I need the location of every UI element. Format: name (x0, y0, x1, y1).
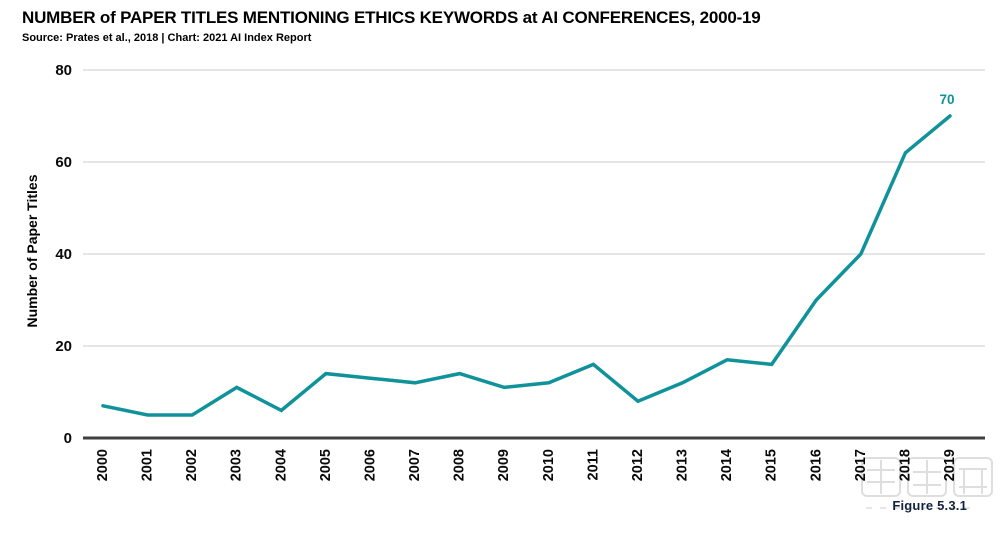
x-tick-label: 2012 (630, 449, 646, 481)
x-tick-label: 2015 (764, 449, 780, 481)
chart-title: NUMBER of PAPER TITLES MENTIONING ETHICS… (22, 8, 761, 27)
x-tick-label: 2010 (541, 449, 557, 481)
x-tick-label: 2007 (407, 449, 423, 481)
x-tick-label: 2011 (585, 449, 601, 480)
x-tick-label: 2017 (853, 449, 869, 481)
x-tick-label: 2009 (496, 449, 512, 481)
x-tick-label: 2001 (140, 449, 156, 481)
y-tick-label: 60 (55, 154, 72, 171)
chart-source-line: Source: Prates et al., 2018 | Chart: 202… (22, 32, 312, 44)
figure-caption: Figure 5.3.1 (892, 498, 967, 513)
y-tick-label: 80 (55, 62, 72, 79)
y-tick-label: 0 (64, 430, 72, 447)
x-tick-label: 2008 (452, 449, 468, 481)
x-tick-label: 2013 (675, 449, 691, 481)
x-tick-label: 2006 (362, 449, 378, 481)
x-tick-label: 2016 (808, 449, 824, 481)
end-value-label: 70 (939, 92, 954, 107)
x-tick-label: 2018 (897, 449, 913, 481)
y-tick-label: 40 (55, 246, 72, 263)
line-series (101, 114, 952, 417)
x-tick-label: 2004 (273, 449, 289, 481)
x-tick-label: 2003 (229, 449, 245, 481)
y-tick-label: 20 (55, 338, 72, 355)
x-tick-label: 2019 (942, 449, 958, 481)
x-tick-label: 2000 (95, 449, 111, 481)
zhidx-watermark-logo (861, 457, 993, 509)
x-tick-label: 2014 (719, 449, 735, 481)
x-tick-label: 2002 (184, 449, 200, 481)
x-tick-label: 2005 (318, 449, 334, 481)
